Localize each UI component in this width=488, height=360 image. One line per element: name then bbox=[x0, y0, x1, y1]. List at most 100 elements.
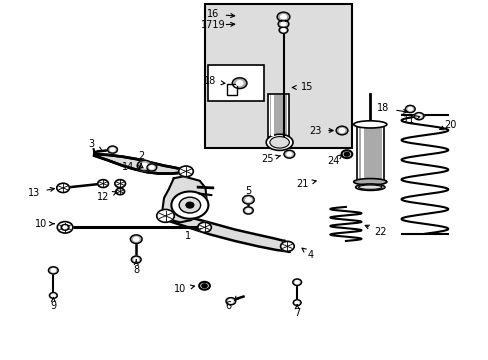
Text: 18: 18 bbox=[204, 76, 216, 86]
Polygon shape bbox=[162, 176, 206, 222]
Circle shape bbox=[48, 267, 58, 274]
Bar bbox=[269, 95, 287, 136]
Circle shape bbox=[339, 129, 344, 132]
Circle shape bbox=[344, 152, 349, 156]
Circle shape bbox=[292, 279, 301, 285]
Bar bbox=[205, 4, 351, 148]
Text: 3: 3 bbox=[88, 139, 94, 149]
Circle shape bbox=[147, 164, 157, 171]
Circle shape bbox=[157, 210, 174, 222]
Circle shape bbox=[228, 300, 233, 303]
Circle shape bbox=[51, 269, 56, 272]
Circle shape bbox=[293, 300, 301, 306]
Bar bbox=[227, 84, 237, 95]
Circle shape bbox=[107, 146, 117, 153]
Text: 16: 16 bbox=[206, 9, 219, 19]
Circle shape bbox=[416, 114, 420, 118]
Circle shape bbox=[98, 180, 108, 188]
Polygon shape bbox=[163, 212, 289, 252]
Text: 14: 14 bbox=[122, 162, 134, 172]
Circle shape bbox=[130, 235, 142, 243]
Circle shape bbox=[405, 105, 414, 113]
Circle shape bbox=[179, 197, 200, 213]
Text: 12: 12 bbox=[97, 192, 109, 202]
Bar bbox=[268, 94, 288, 137]
Bar bbox=[270, 95, 273, 136]
Circle shape bbox=[243, 207, 253, 214]
Bar bbox=[360, 126, 364, 179]
Ellipse shape bbox=[353, 121, 386, 128]
Circle shape bbox=[295, 281, 299, 284]
Circle shape bbox=[52, 294, 55, 297]
Text: 13: 13 bbox=[28, 188, 40, 198]
Circle shape bbox=[171, 192, 208, 219]
Circle shape bbox=[115, 180, 125, 188]
Ellipse shape bbox=[355, 184, 384, 190]
Circle shape bbox=[134, 258, 138, 261]
Circle shape bbox=[242, 195, 254, 204]
Text: 21: 21 bbox=[295, 179, 307, 189]
Circle shape bbox=[295, 301, 298, 304]
Circle shape bbox=[61, 225, 69, 230]
Circle shape bbox=[63, 226, 67, 229]
Circle shape bbox=[413, 113, 423, 120]
Text: 6: 6 bbox=[225, 301, 231, 311]
Circle shape bbox=[335, 126, 347, 135]
Bar bbox=[207, 65, 264, 101]
Ellipse shape bbox=[269, 136, 289, 148]
Circle shape bbox=[133, 237, 139, 241]
Circle shape bbox=[57, 183, 69, 193]
Text: 4: 4 bbox=[306, 249, 313, 260]
Text: 22: 22 bbox=[373, 227, 386, 237]
Text: 1: 1 bbox=[185, 231, 191, 240]
Circle shape bbox=[277, 12, 289, 22]
Circle shape bbox=[236, 81, 243, 86]
Circle shape bbox=[137, 160, 152, 171]
Circle shape bbox=[116, 188, 124, 195]
Text: 1719: 1719 bbox=[200, 20, 224, 30]
Circle shape bbox=[149, 166, 154, 169]
Circle shape bbox=[141, 163, 147, 168]
Text: 9: 9 bbox=[50, 301, 56, 311]
Ellipse shape bbox=[358, 185, 381, 189]
Text: 5: 5 bbox=[245, 186, 251, 196]
Text: 18: 18 bbox=[377, 103, 389, 113]
Circle shape bbox=[284, 150, 294, 158]
Circle shape bbox=[202, 284, 207, 288]
Circle shape bbox=[280, 241, 294, 251]
Circle shape bbox=[245, 198, 250, 202]
Text: 15: 15 bbox=[300, 82, 312, 93]
Text: 20: 20 bbox=[443, 121, 455, 130]
Ellipse shape bbox=[353, 179, 386, 185]
Circle shape bbox=[279, 27, 287, 33]
Text: 25: 25 bbox=[261, 154, 274, 164]
Text: 10: 10 bbox=[174, 284, 186, 294]
Circle shape bbox=[57, 222, 73, 233]
Text: 10: 10 bbox=[35, 219, 47, 229]
Circle shape bbox=[232, 78, 246, 89]
Circle shape bbox=[197, 222, 211, 232]
Bar bbox=[356, 126, 383, 180]
Circle shape bbox=[49, 293, 57, 298]
Text: 8: 8 bbox=[133, 265, 139, 275]
Circle shape bbox=[281, 29, 285, 32]
Circle shape bbox=[280, 15, 286, 19]
Text: 23: 23 bbox=[308, 126, 321, 135]
Circle shape bbox=[110, 148, 115, 151]
Text: 24: 24 bbox=[326, 156, 339, 166]
Circle shape bbox=[178, 166, 193, 177]
Circle shape bbox=[286, 152, 291, 156]
Polygon shape bbox=[94, 154, 182, 174]
Circle shape bbox=[407, 107, 412, 111]
Circle shape bbox=[245, 209, 250, 212]
Circle shape bbox=[278, 20, 288, 28]
Text: 11: 11 bbox=[403, 115, 415, 125]
Text: 7: 7 bbox=[293, 309, 300, 318]
Bar bbox=[358, 126, 381, 179]
Circle shape bbox=[185, 202, 193, 208]
Circle shape bbox=[225, 298, 235, 305]
Ellipse shape bbox=[265, 134, 292, 150]
Circle shape bbox=[131, 256, 141, 263]
Circle shape bbox=[281, 22, 285, 26]
Text: 2: 2 bbox=[138, 150, 144, 161]
